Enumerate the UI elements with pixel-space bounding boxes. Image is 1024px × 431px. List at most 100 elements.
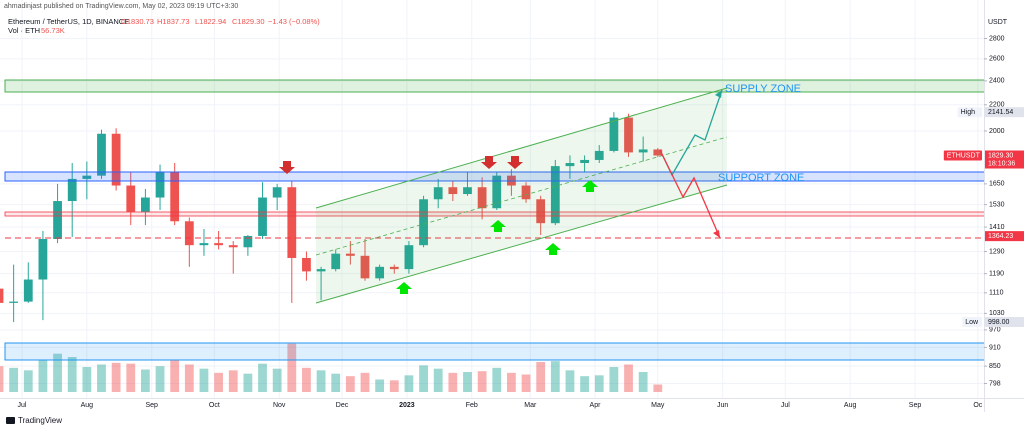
ohlc: L1822.94 bbox=[195, 17, 226, 26]
candle-body bbox=[609, 117, 619, 151]
annotation: SUPPLY ZONE bbox=[725, 83, 801, 95]
price-badge-name: ETHUSDT bbox=[947, 152, 981, 159]
candle-body bbox=[492, 175, 502, 209]
volume-bar bbox=[345, 376, 355, 392]
candle-body bbox=[565, 163, 575, 167]
y-tick-label: 1650 bbox=[989, 181, 1005, 188]
candle-body bbox=[375, 266, 385, 279]
price-badge-value: 998.00 bbox=[988, 319, 1010, 326]
y-tick-label: 1410 bbox=[989, 224, 1005, 231]
volume-bar bbox=[638, 372, 648, 392]
volume-bar bbox=[565, 370, 575, 392]
y-tick-label: 798 bbox=[989, 380, 1001, 387]
volume-bar bbox=[67, 357, 77, 392]
candle-body bbox=[23, 279, 33, 302]
volume-bar bbox=[258, 363, 267, 392]
x-tick-label: Jul bbox=[781, 402, 790, 409]
candle-body bbox=[67, 178, 77, 202]
price-badge-name: Low bbox=[965, 319, 979, 326]
volume-bar bbox=[653, 384, 663, 392]
price-badge-name: High bbox=[961, 109, 976, 116]
channel-mid bbox=[315, 136, 728, 256]
candle-body bbox=[624, 117, 633, 153]
candle-body bbox=[228, 245, 238, 248]
candle-body bbox=[448, 187, 458, 195]
price-badge bbox=[985, 231, 1024, 242]
volume-value: 56.73K bbox=[41, 26, 65, 35]
x-tick-label: Jul bbox=[18, 402, 27, 409]
y-tick-label: 970 bbox=[989, 327, 1001, 334]
plot bbox=[0, 0, 984, 398]
candle-body bbox=[477, 187, 487, 209]
up-arrows bbox=[396, 180, 598, 294]
candle-body bbox=[594, 150, 604, 160]
x-tick-label: Nov bbox=[273, 402, 286, 409]
volume-bar bbox=[624, 364, 633, 392]
candle-body bbox=[550, 166, 560, 224]
volume-bar bbox=[272, 368, 282, 392]
candle-body bbox=[155, 172, 165, 198]
volume-bar bbox=[448, 372, 458, 392]
x-tick-label: Dec bbox=[336, 402, 349, 409]
price-badge-name-box bbox=[957, 107, 982, 118]
candle-body bbox=[287, 187, 297, 258]
volume-bar bbox=[580, 376, 589, 392]
x-tick-label: Aug bbox=[81, 402, 94, 409]
x-tick-label: Mar bbox=[524, 402, 537, 409]
bull-arrowhead bbox=[715, 90, 722, 98]
candle-body bbox=[302, 257, 311, 272]
y-tick-label: 2600 bbox=[989, 56, 1005, 63]
volume-bar bbox=[155, 366, 165, 392]
volume-bar bbox=[507, 372, 516, 392]
x-tick-label: Aug bbox=[844, 402, 857, 409]
demand-zone bbox=[4, 342, 985, 361]
volume-bar bbox=[536, 362, 546, 392]
x-tick-label: Apr bbox=[590, 402, 602, 409]
volume-bar bbox=[594, 375, 604, 392]
volume-bar bbox=[170, 359, 180, 392]
channel-lower bbox=[315, 184, 728, 304]
x-tick-label: Oct bbox=[209, 402, 220, 409]
y-tick-label: 1290 bbox=[989, 248, 1005, 255]
volume-bar bbox=[389, 380, 399, 392]
volume-bar bbox=[53, 353, 62, 392]
volume-bar bbox=[360, 372, 370, 392]
volume-bar bbox=[184, 364, 194, 392]
y-tick-label: 850 bbox=[989, 363, 1001, 370]
ohlc: O1830.73 bbox=[121, 17, 154, 26]
x-tick-label: Jun bbox=[717, 402, 728, 409]
y-tick-label: 1030 bbox=[989, 310, 1005, 317]
volume-bar bbox=[23, 370, 33, 392]
candle-body bbox=[258, 197, 267, 236]
price-badge-name-box bbox=[962, 317, 982, 328]
volume-bar bbox=[404, 375, 414, 392]
y-tick-label: 1190 bbox=[989, 271, 1004, 278]
ohlc: H1837.73 bbox=[157, 17, 190, 26]
candle-body bbox=[345, 253, 355, 256]
volume-bar bbox=[97, 364, 106, 392]
volume-bar bbox=[433, 368, 443, 392]
candle-body bbox=[82, 175, 92, 179]
volume-bar bbox=[375, 379, 385, 392]
y-tick-label: 2000 bbox=[989, 128, 1005, 135]
candle-body bbox=[214, 243, 223, 246]
price-badge-value: 2141.54 bbox=[988, 109, 1013, 116]
volume-bar bbox=[126, 363, 136, 392]
candle-body bbox=[53, 201, 62, 240]
ohlc-change: −1.43 (−0.08%) bbox=[268, 17, 320, 26]
volume-bar bbox=[609, 367, 619, 392]
x-tick-label: Feb bbox=[466, 402, 478, 409]
y-tick-label: 910 bbox=[989, 344, 1001, 351]
footer: TradingView bbox=[6, 416, 62, 425]
volume-bar bbox=[492, 367, 502, 392]
volume-label: Vol · ETH bbox=[8, 26, 40, 35]
price-badge bbox=[985, 317, 1024, 328]
symbol-title: Ethereum / TetherUS, 1D, BINANCE bbox=[8, 17, 129, 26]
volume-bar bbox=[0, 366, 4, 392]
x-tick-label: Sep bbox=[909, 402, 922, 409]
candle-body bbox=[9, 301, 19, 303]
volume-bar bbox=[228, 370, 238, 392]
price-badge-name-box bbox=[943, 150, 982, 161]
candle-body bbox=[389, 266, 399, 270]
